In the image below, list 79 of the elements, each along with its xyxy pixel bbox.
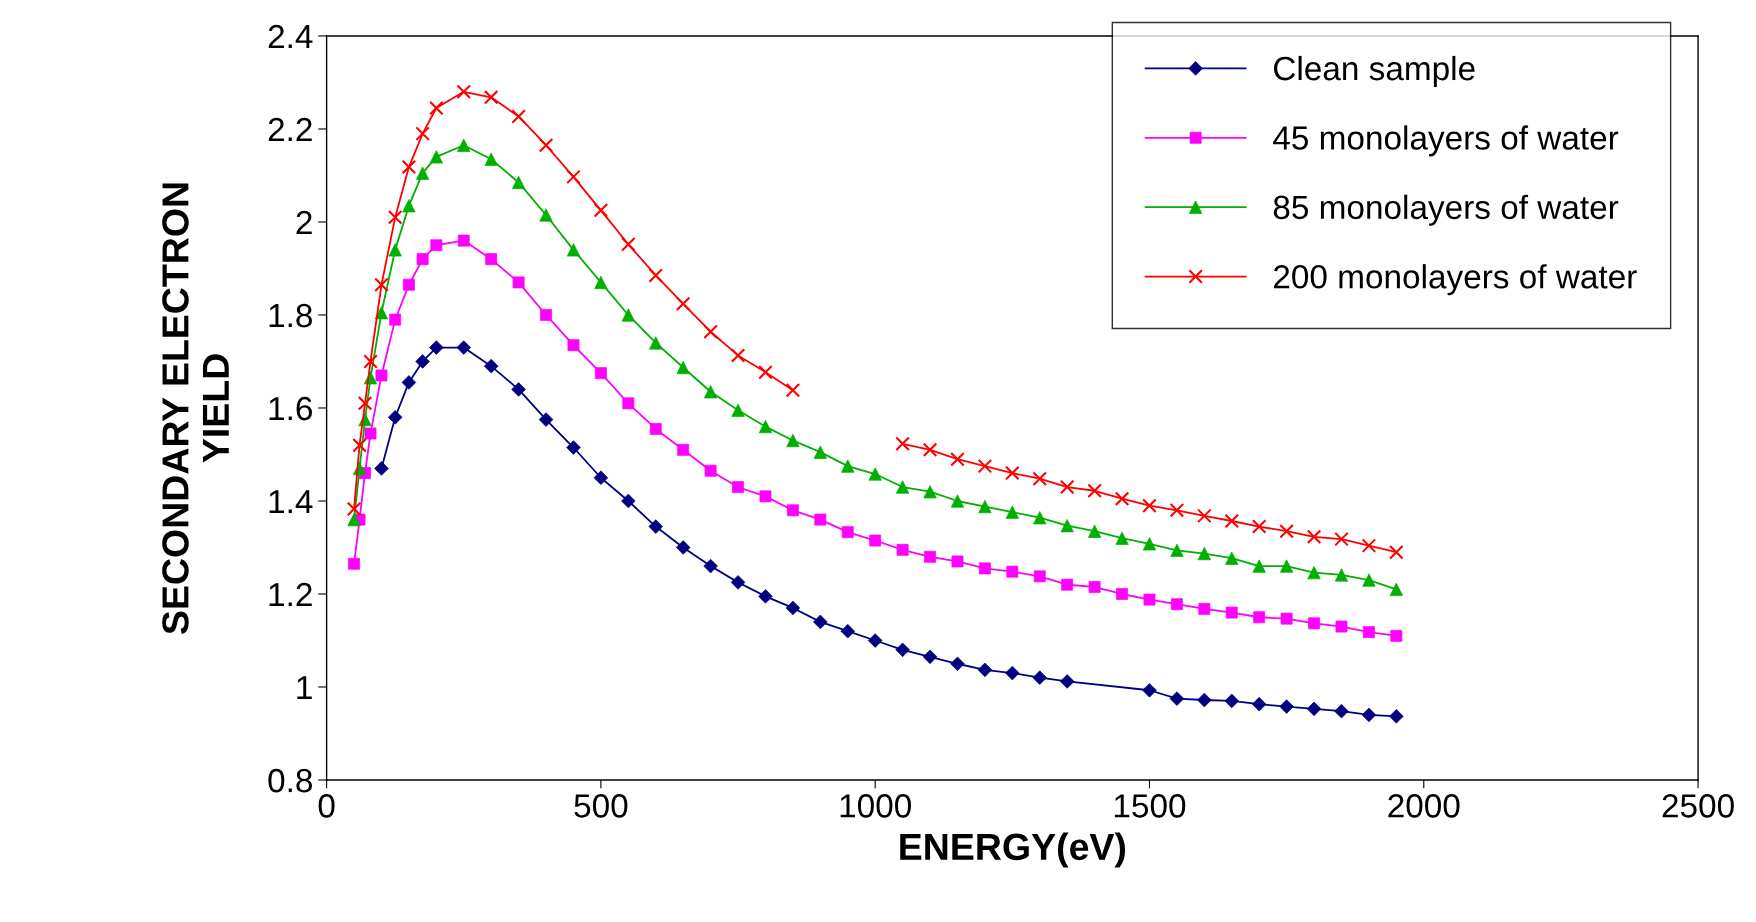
point	[648, 268, 664, 283]
y-tick-label: 1	[297, 676, 312, 700]
y-tick-label: 2	[296, 210, 312, 235]
point	[346, 501, 362, 517]
legend-label: 200 monolayers of water	[1273, 264, 1637, 296]
point	[1087, 483, 1102, 499]
point	[1279, 523, 1294, 539]
point	[730, 348, 746, 363]
point	[1224, 513, 1240, 529]
y-tick-label: 1.6	[269, 396, 312, 421]
point	[731, 403, 745, 417]
x-axis-title: ENERGY(eV)	[900, 832, 1126, 868]
y-tick-label: 2.4	[268, 24, 313, 49]
point	[1306, 529, 1322, 545]
point	[648, 519, 663, 534]
y-tick-label: 1.8	[269, 303, 312, 328]
point	[621, 493, 636, 509]
point	[1361, 538, 1377, 553]
point	[922, 442, 938, 458]
point	[401, 159, 417, 175]
point	[593, 470, 609, 485]
point	[348, 557, 360, 570]
point	[621, 237, 636, 252]
point	[1169, 503, 1185, 518]
point	[538, 412, 554, 427]
point	[1307, 566, 1321, 580]
point	[1389, 544, 1404, 560]
y-tick-label: 1.4	[269, 490, 313, 514]
point	[1197, 508, 1212, 524]
point	[895, 642, 910, 658]
x-tick-label: 0	[318, 794, 335, 818]
point	[429, 100, 444, 116]
point	[363, 354, 378, 369]
point	[732, 481, 744, 493]
point	[511, 109, 526, 124]
point	[1142, 498, 1157, 513]
point	[415, 126, 430, 141]
point	[1005, 465, 1020, 481]
point	[1059, 674, 1075, 689]
x-tick-label: 2000	[1388, 794, 1460, 818]
x-tick-label: 2500	[1662, 794, 1734, 818]
point	[1032, 471, 1048, 486]
legend-label: 85 monolayers of water	[1273, 194, 1619, 226]
x-tick-label: 1500	[1114, 794, 1186, 818]
y-tick-label: 1.2	[269, 582, 312, 607]
point	[785, 383, 801, 398]
point	[1088, 581, 1101, 593]
point	[512, 175, 526, 190]
point	[483, 90, 499, 105]
point	[566, 169, 581, 185]
point	[538, 137, 554, 153]
point	[374, 277, 389, 293]
point	[352, 437, 367, 453]
y-tick-label: 0.8	[268, 768, 312, 793]
point	[1169, 691, 1185, 706]
point	[950, 451, 965, 467]
point	[675, 296, 691, 312]
point	[1251, 519, 1267, 534]
point	[895, 436, 910, 452]
point	[1334, 703, 1349, 719]
legend-label: 45 monolayers of water	[1273, 125, 1619, 157]
point	[1308, 617, 1320, 630]
point	[593, 203, 609, 218]
point	[357, 396, 373, 411]
point	[867, 633, 883, 648]
point	[1114, 491, 1130, 506]
legend-label: Clean sample	[1274, 55, 1475, 87]
y-tick-label: 2.2	[268, 117, 312, 142]
x-tick-label: 1000	[840, 794, 911, 818]
point	[1334, 531, 1349, 547]
point	[703, 324, 718, 340]
point	[813, 614, 828, 630]
point	[387, 210, 403, 225]
point	[1059, 479, 1075, 495]
point	[456, 84, 472, 100]
point	[977, 458, 993, 474]
y-axis-title: SECONDARY ELECTRON YIELD	[162, 183, 229, 635]
x-tick-label: 500	[574, 794, 628, 818]
point	[758, 364, 773, 380]
